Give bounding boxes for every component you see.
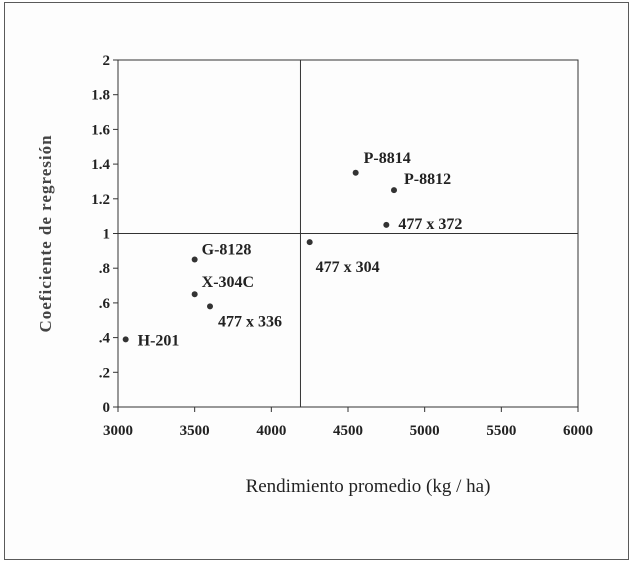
point-label: H-201 (138, 332, 180, 349)
y-tick-label: 1 (103, 227, 111, 243)
figure-frame (4, 2, 629, 560)
y-tick-label: 1.6 (91, 122, 110, 138)
y-axis-ticks: 0 .2 .4 .6 .8 1 1.2 1.4 1.6 1.8 2 (91, 53, 118, 416)
data-point (207, 303, 213, 310)
point-label: 477 x 372 (398, 216, 462, 233)
x-tick-label: 5000 (410, 423, 440, 439)
point-label: P-8812 (404, 171, 451, 188)
y-tick-label: .6 (99, 296, 111, 312)
point-label: P-8814 (364, 150, 411, 167)
data-point (306, 239, 313, 246)
y-tick-label: 1.2 (91, 192, 110, 208)
data-point (352, 169, 359, 176)
x-tick-label: 5500 (486, 423, 516, 439)
x-tick-label: 4500 (333, 423, 363, 439)
data-point (122, 336, 129, 343)
data-point (383, 221, 390, 228)
y-tick-label: .8 (99, 261, 110, 277)
point-label: 477 x 336 (218, 313, 282, 330)
y-tick-label: 2 (103, 53, 111, 69)
y-tick-label: 0 (103, 400, 111, 416)
x-tick-label: 3500 (180, 423, 210, 439)
y-tick-label: 1.8 (91, 88, 110, 104)
x-tick-label: 3000 (103, 423, 133, 439)
x-tick-label: 6000 (563, 423, 593, 439)
point-label: X-304C (202, 274, 254, 291)
data-points: H-201 X-304C G-8128 477 x 336 477 x 304 P-881… (122, 150, 462, 349)
x-axis-ticks: 3000 3500 4000 4500 5000 5500 6000 (103, 407, 593, 439)
point-label: G-8128 (202, 242, 252, 259)
y-axis-title: Coeficiente de regresión (36, 134, 55, 332)
y-tick-label: .2 (99, 365, 110, 381)
y-tick-label: 1.4 (91, 157, 110, 173)
y-tick-label: .4 (99, 331, 111, 347)
data-point (191, 256, 198, 263)
data-point (191, 291, 198, 298)
data-point (391, 187, 397, 194)
x-tick-label: 4000 (256, 423, 286, 439)
point-label: 477 x 304 (316, 259, 380, 276)
x-axis-title: Rendimiento promedio (kg / ha) (246, 476, 491, 497)
